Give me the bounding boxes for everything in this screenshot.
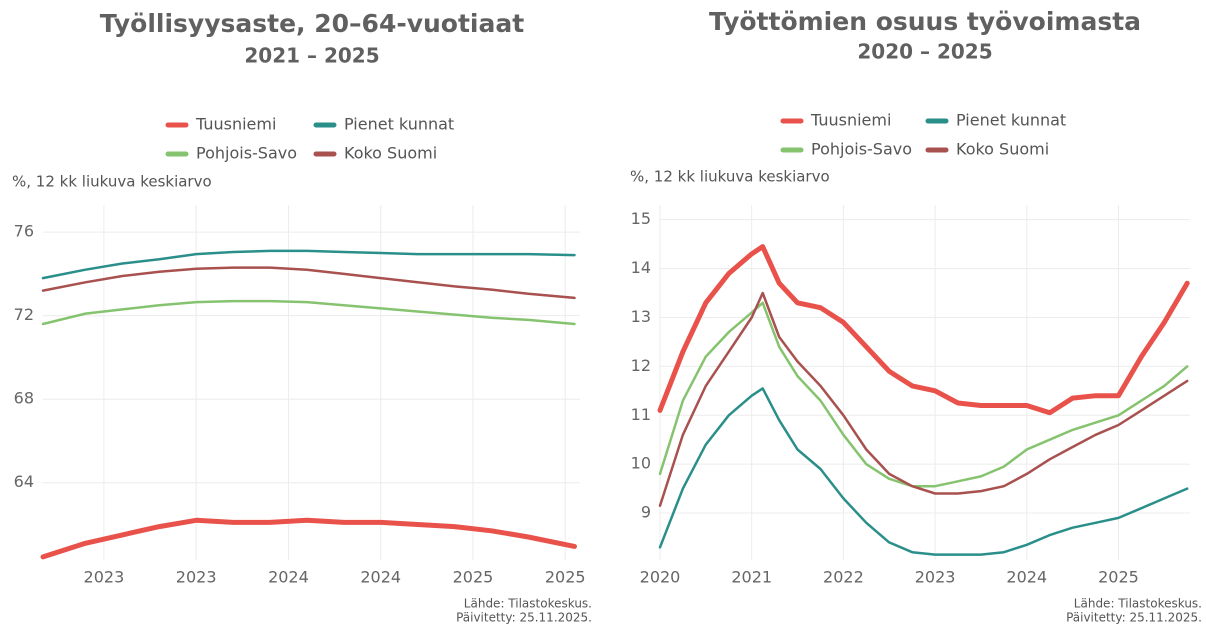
chart-subtitle: 2021 – 2025 bbox=[244, 44, 379, 68]
y-tick-label: 15 bbox=[631, 209, 651, 228]
legend-label: Tuusniemi bbox=[810, 111, 891, 130]
y-tick-label: 14 bbox=[631, 258, 651, 277]
y-tick-label: 64 bbox=[14, 472, 34, 491]
y-tick-label: 9 bbox=[641, 503, 651, 522]
x-tick-label: 2023 bbox=[915, 568, 956, 587]
legend-label: Pienet kunnat bbox=[956, 111, 1066, 130]
series-line bbox=[41, 299, 576, 326]
source-note: Lähde: Tilastokeskus. bbox=[1074, 597, 1202, 611]
legend-label: Tuusniemi bbox=[195, 115, 276, 134]
source-note: Päivitetty: 25.11.2025. bbox=[1066, 611, 1202, 625]
source-note: Päivitetty: 25.11.2025. bbox=[456, 611, 592, 625]
y-tick-label: 10 bbox=[631, 454, 651, 473]
x-tick-label: 2020 bbox=[640, 568, 681, 587]
y-tick-label: 68 bbox=[14, 389, 34, 408]
y-axis-label: %, 12 kk liukuva keskiarvo bbox=[12, 173, 212, 191]
series-line bbox=[657, 244, 1190, 416]
series-line bbox=[41, 249, 576, 280]
legend-label: Pohjois-Savo bbox=[811, 140, 912, 159]
x-tick-label: 2024 bbox=[1006, 568, 1047, 587]
y-tick-label: 12 bbox=[631, 356, 651, 375]
series-line bbox=[658, 387, 1189, 556]
y-tick-label: 13 bbox=[631, 307, 651, 326]
series-line bbox=[658, 291, 1189, 507]
x-tick-label: 2025 bbox=[545, 568, 586, 587]
x-tick-label: 2024 bbox=[268, 568, 309, 587]
x-tick-label: 2024 bbox=[360, 568, 401, 587]
x-tick-label: 2021 bbox=[731, 568, 772, 587]
legend-label: Koko Suomi bbox=[344, 144, 437, 163]
y-tick-label: 11 bbox=[631, 405, 651, 424]
source-note: Lähde: Tilastokeskus. bbox=[464, 597, 592, 611]
x-tick-label: 2022 bbox=[823, 568, 864, 587]
y-tick-label: 72 bbox=[14, 305, 34, 324]
legend-label: Pienet kunnat bbox=[344, 115, 454, 134]
legend-label: Pohjois-Savo bbox=[196, 144, 297, 163]
legend-label: Koko Suomi bbox=[956, 140, 1049, 159]
x-tick-label: 2025 bbox=[1098, 568, 1139, 587]
y-axis-label: %, 12 kk liukuva keskiarvo bbox=[630, 168, 830, 186]
series-line bbox=[40, 517, 577, 560]
x-tick-label: 2023 bbox=[84, 568, 125, 587]
chart-title: Työttömien osuus työvoimasta bbox=[709, 7, 1141, 36]
y-tick-label: 76 bbox=[14, 222, 34, 241]
chart-title: Työllisyysaste, 20–64-vuotiaat bbox=[100, 9, 524, 38]
chart-subtitle: 2020 – 2025 bbox=[857, 40, 992, 64]
x-tick-label: 2025 bbox=[453, 568, 494, 587]
x-tick-label: 2023 bbox=[176, 568, 217, 587]
series-line bbox=[41, 266, 576, 300]
